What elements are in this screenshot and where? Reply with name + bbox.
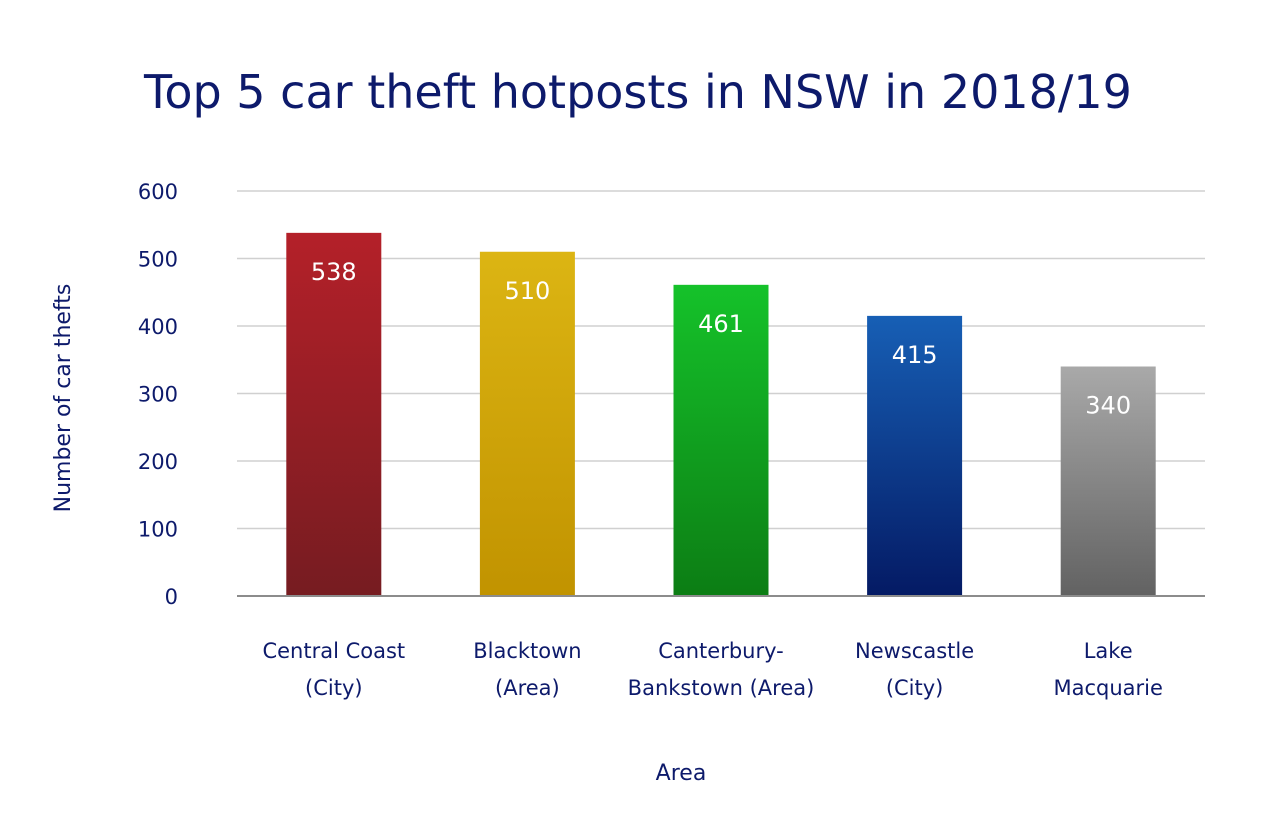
bar — [479, 251, 575, 596]
x-category-label: Newscastle — [855, 639, 974, 663]
bar — [673, 284, 769, 596]
bar — [286, 232, 382, 596]
bar-value-label: 538 — [311, 258, 357, 286]
y-tick-label: 400 — [138, 315, 178, 339]
bar-value-label: 510 — [504, 277, 550, 305]
x-category-label: (Area) — [495, 676, 560, 700]
x-category-label: Canterbury- — [658, 639, 784, 663]
bar — [867, 315, 963, 596]
y-tick-label: 100 — [138, 518, 178, 542]
x-axis-label: Area — [656, 761, 707, 786]
y-tick-label: 300 — [138, 383, 178, 407]
x-category-label: Central Coast — [262, 639, 405, 663]
y-tick-label: 200 — [138, 450, 178, 474]
bars — [286, 232, 1156, 596]
x-category-label: Bankstown (Area) — [628, 676, 815, 700]
x-axis-categories: Central Coast (City) Blacktown (Area) Canter… — [262, 639, 1162, 700]
x-category-label: (City) — [886, 676, 944, 700]
x-category-label: (City) — [305, 676, 363, 700]
x-category-label: Blacktown — [473, 639, 581, 663]
bar-value-label: 340 — [1085, 392, 1131, 420]
data-labels: 538 510 461 415 340 — [311, 258, 1131, 420]
y-axis-label: Number of car thefts — [51, 284, 76, 513]
x-category-label: Lake — [1084, 639, 1133, 663]
bar-value-label: 461 — [698, 310, 744, 338]
y-tick-label: 0 — [165, 585, 178, 609]
x-category-label: Macquarie — [1053, 676, 1162, 700]
bar-value-label: 415 — [892, 341, 938, 369]
bar — [1060, 366, 1156, 596]
y-axis-ticks: 0 100 200 300 400 500 600 — [138, 180, 178, 609]
chart-title: Top 5 car theft hotposts in NSW in 2018/… — [143, 65, 1132, 119]
y-tick-label: 500 — [138, 248, 178, 272]
y-tick-label: 600 — [138, 180, 178, 204]
